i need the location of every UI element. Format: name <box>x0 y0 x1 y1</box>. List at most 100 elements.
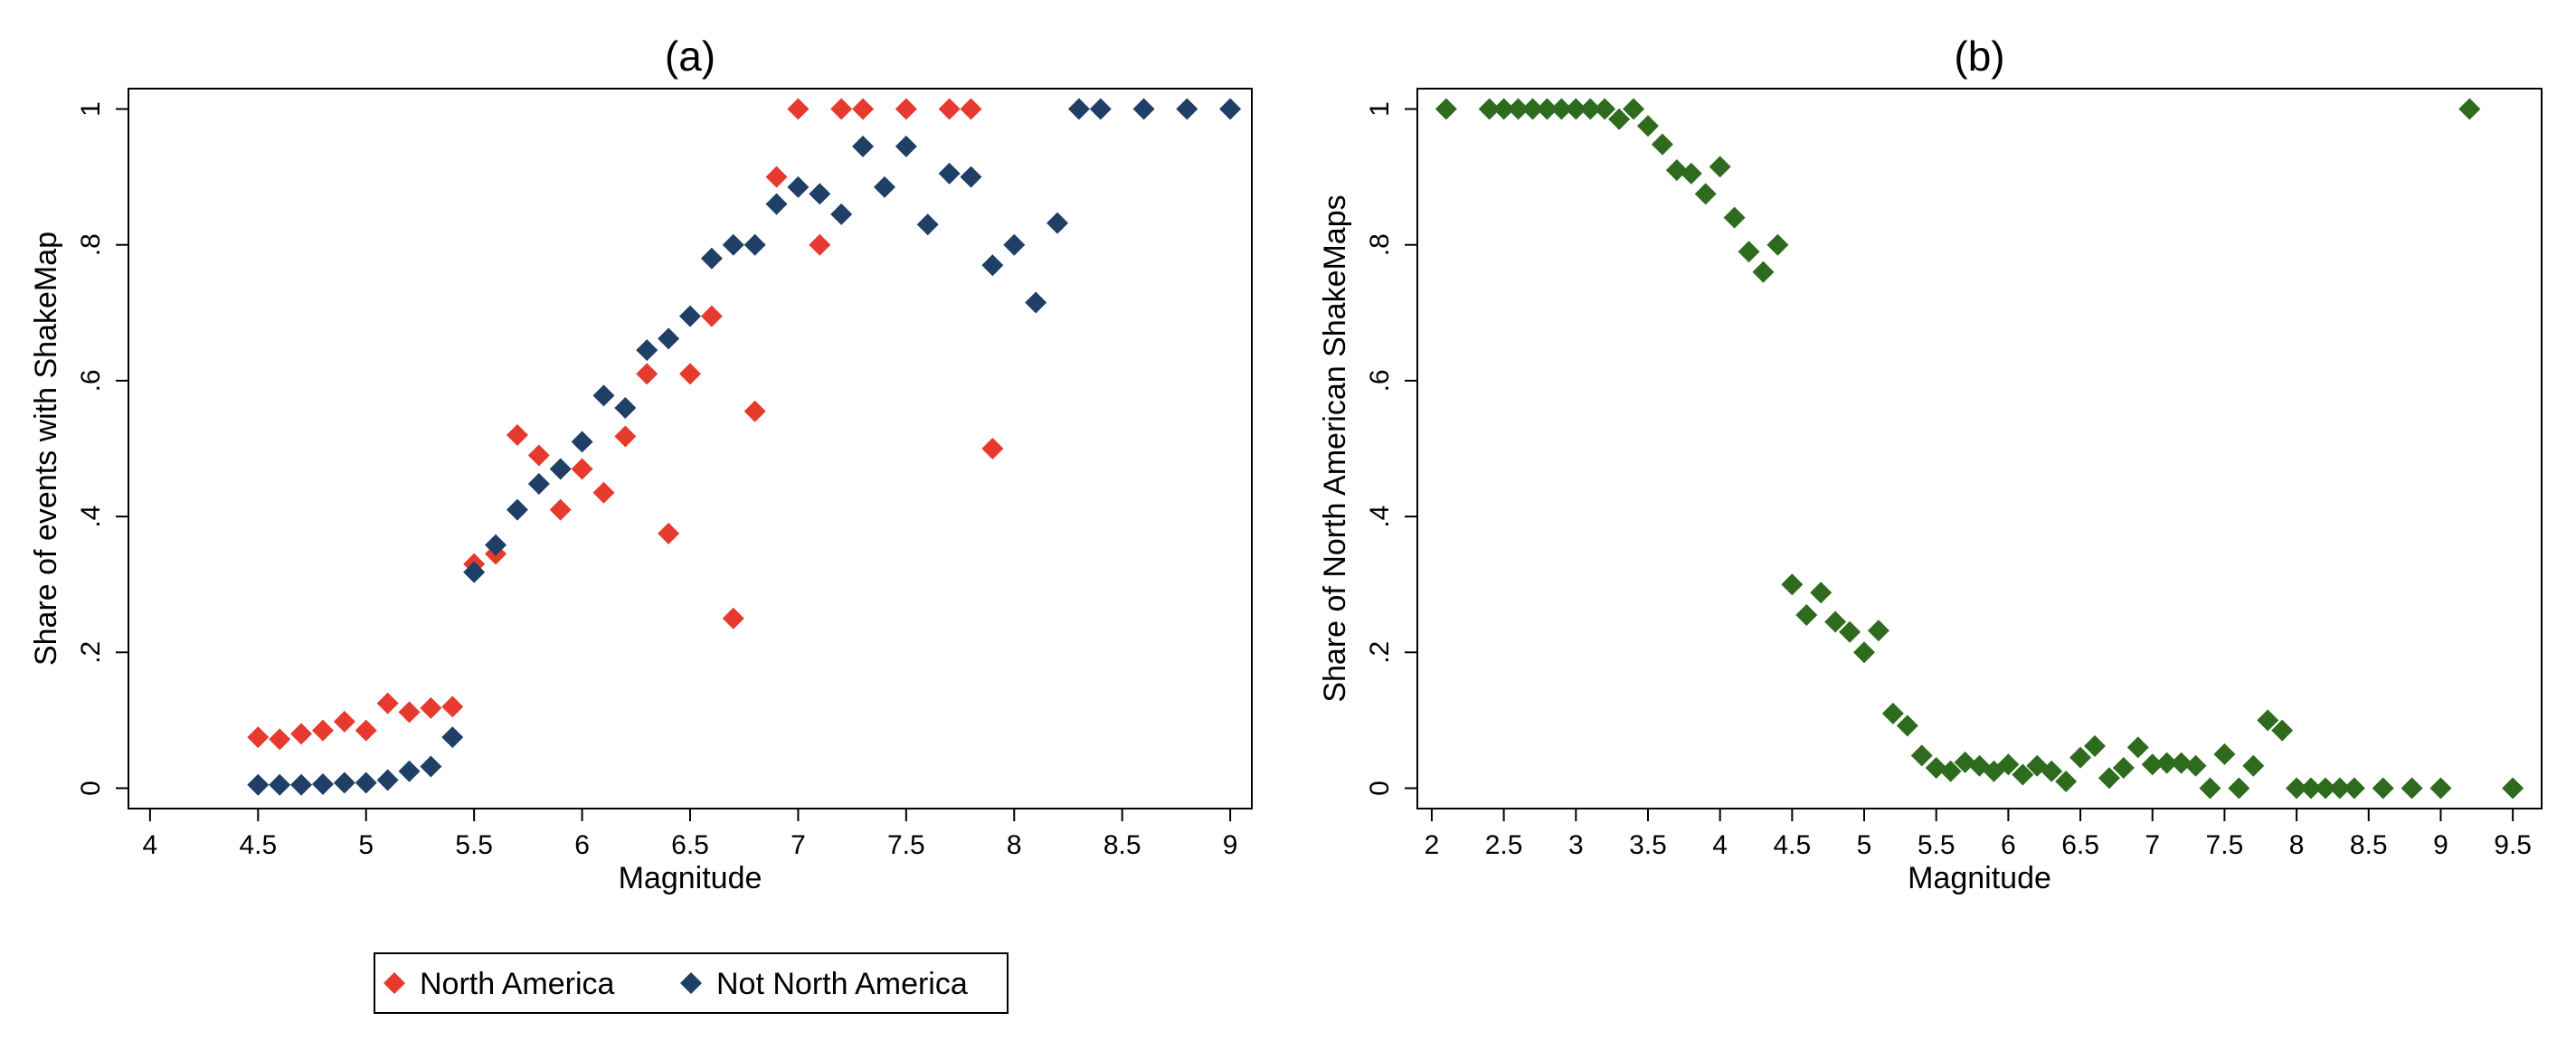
data-point-series-1 <box>571 431 593 453</box>
data-point-series-0 <box>2242 754 2265 777</box>
data-point-series-0 <box>809 233 831 256</box>
data-point-series-1 <box>420 755 442 778</box>
data-point-series-0 <box>1694 183 1717 205</box>
x-tick-label: 5.5 <box>1918 830 1956 860</box>
data-point-series-0 <box>981 438 1004 459</box>
y-tick-label: .8 <box>76 233 106 256</box>
data-point-series-0 <box>2126 736 2149 759</box>
x-tick-label: 2.5 <box>1485 830 1523 860</box>
data-point-series-0 <box>2098 767 2120 790</box>
x-tick-label: 7.5 <box>2206 830 2244 860</box>
data-point-series-0 <box>2429 777 2452 800</box>
data-point-series-0 <box>2502 777 2524 800</box>
data-point-series-0 <box>636 363 658 385</box>
data-point-series-0 <box>1507 98 1530 120</box>
x-tick-label: 7 <box>791 830 806 860</box>
data-point-series-0 <box>1867 620 1889 642</box>
data-point-series-1 <box>852 135 875 157</box>
data-point-series-0 <box>1565 98 1587 120</box>
x-tick-label: 6 <box>2001 830 2016 860</box>
chart-title: (b) <box>1954 33 2004 80</box>
data-point-series-0 <box>333 710 355 733</box>
x-tick-label: 5 <box>358 830 374 860</box>
data-point-series-0 <box>2286 777 2308 800</box>
data-point-series-0 <box>2155 752 2178 774</box>
data-point-series-0 <box>571 458 593 480</box>
data-point-series-0 <box>420 696 442 719</box>
data-point-series-0 <box>658 522 680 544</box>
data-point-series-1 <box>658 327 680 350</box>
data-point-series-1 <box>1132 98 1155 120</box>
data-point-series-1 <box>722 233 744 256</box>
data-point-series-1 <box>1003 233 1026 256</box>
data-point-series-0 <box>1766 233 1789 256</box>
data-point-series-0 <box>290 723 313 745</box>
data-point-series-0 <box>743 400 766 422</box>
data-point-series-1 <box>1067 98 1090 120</box>
x-tick-label: 3 <box>1568 830 1584 860</box>
data-point-series-0 <box>1723 206 1746 229</box>
data-point-series-0 <box>1752 260 1775 283</box>
data-point-series-1 <box>549 458 572 480</box>
data-point-series-0 <box>1853 641 1876 664</box>
data-point-series-1 <box>1025 291 1047 314</box>
data-point-series-0 <box>2372 777 2394 800</box>
data-point-series-1 <box>1089 98 1112 120</box>
data-point-series-0 <box>2041 760 2063 782</box>
data-point-series-1 <box>398 760 421 782</box>
x-axis-label: Magnitude <box>1908 861 2051 895</box>
x-tick-label: 7.5 <box>887 830 925 860</box>
data-point-series-1 <box>485 534 507 556</box>
data-point-series-0 <box>1939 760 1962 782</box>
data-point-series-1 <box>700 247 723 270</box>
y-tick-label: .6 <box>76 369 106 392</box>
data-point-series-0 <box>2012 763 2034 786</box>
data-point-series-0 <box>2112 756 2135 779</box>
data-point-series-0 <box>2228 777 2250 800</box>
x-tick-label: 9.5 <box>2494 830 2532 860</box>
data-point-series-0 <box>527 444 550 467</box>
y-tick-label: .4 <box>76 506 106 528</box>
x-tick-label: 8 <box>2289 830 2305 860</box>
x-axis-label: Magnitude <box>619 861 762 895</box>
data-point-series-1 <box>355 771 377 794</box>
data-point-series-0 <box>2069 746 2092 769</box>
x-tick-label: 5.5 <box>455 830 493 860</box>
data-point-series-0 <box>614 425 637 448</box>
data-point-series-0 <box>2184 754 2207 777</box>
data-point-series-0 <box>1810 582 1833 604</box>
data-point-series-0 <box>960 98 982 120</box>
x-tick-label: 8.5 <box>2350 830 2388 860</box>
y-tick-label: .8 <box>1365 233 1395 256</box>
data-point-series-0 <box>938 98 961 120</box>
data-point-series-0 <box>1478 98 1501 120</box>
data-point-series-1 <box>614 396 637 419</box>
data-point-series-0 <box>1651 133 1673 156</box>
x-tick-label: 2 <box>1425 830 1440 860</box>
data-point-series-0 <box>1781 573 1804 596</box>
data-point-series-1 <box>290 773 313 796</box>
legend-marker-series-1 <box>680 972 702 994</box>
x-tick-label: 7 <box>2145 830 2160 860</box>
data-point-series-0 <box>2343 777 2365 800</box>
x-tick-label: 8.5 <box>1103 830 1141 860</box>
data-point-series-0 <box>765 166 788 188</box>
data-point-series-0 <box>1623 98 1645 120</box>
data-point-series-1 <box>916 213 939 236</box>
x-tick-label: 6.5 <box>2061 830 2099 860</box>
data-point-series-0 <box>852 98 875 120</box>
data-point-series-1 <box>830 203 853 225</box>
x-tick-label: 8 <box>1007 830 1022 860</box>
data-point-series-1 <box>441 726 464 749</box>
data-point-series-0 <box>376 692 399 715</box>
data-point-series-0 <box>1925 756 1947 779</box>
x-tick-label: 4 <box>143 830 158 860</box>
data-point-series-0 <box>2401 777 2423 800</box>
data-point-series-1 <box>463 561 486 583</box>
data-point-series-0 <box>592 481 615 504</box>
data-point-series-0 <box>1680 162 1702 185</box>
data-point-series-0 <box>247 726 270 749</box>
data-point-series-1 <box>376 769 399 791</box>
data-point-series-1 <box>247 773 270 796</box>
